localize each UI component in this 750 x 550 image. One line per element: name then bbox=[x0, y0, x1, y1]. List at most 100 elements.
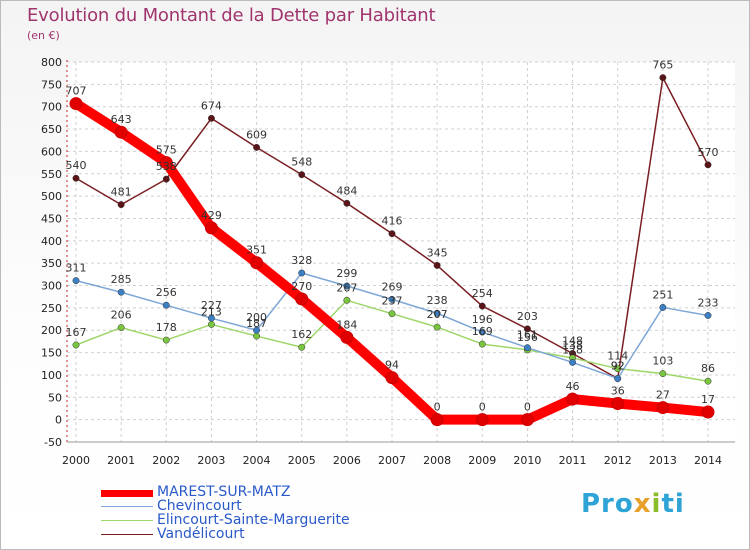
y-tick-label: 150 bbox=[41, 347, 62, 360]
data-label: 299 bbox=[336, 267, 357, 280]
series-point-0 bbox=[523, 325, 531, 333]
series-point-3 bbox=[159, 156, 173, 170]
plot-area bbox=[67, 62, 735, 442]
series-point-2 bbox=[569, 358, 577, 366]
data-label: 285 bbox=[111, 273, 132, 286]
data-label: 254 bbox=[472, 287, 493, 300]
data-label: 27 bbox=[656, 389, 670, 402]
data-label: 237 bbox=[382, 295, 403, 308]
series-point-3 bbox=[566, 392, 580, 406]
data-label: 213 bbox=[201, 305, 222, 318]
series-point-0 bbox=[704, 161, 712, 169]
series-point-2 bbox=[478, 328, 486, 336]
data-label: 0 bbox=[479, 401, 486, 414]
series-point-1 bbox=[388, 310, 396, 318]
legend-label-chevincourt: Chevincourt bbox=[157, 498, 242, 514]
data-label: 643 bbox=[111, 113, 132, 126]
data-label: 94 bbox=[385, 359, 399, 372]
series-point-3 bbox=[295, 292, 309, 306]
data-label: 0 bbox=[434, 401, 441, 414]
series-point-1 bbox=[478, 340, 486, 348]
series-point-2 bbox=[162, 301, 170, 309]
series-point-2 bbox=[523, 344, 531, 352]
data-label: 114 bbox=[607, 350, 628, 363]
data-label: 200 bbox=[246, 311, 267, 324]
x-tick-label: 2012 bbox=[604, 454, 632, 467]
y-tick-label: 800 bbox=[41, 56, 62, 69]
x-tick-label: 2008 bbox=[423, 454, 451, 467]
x-tick-label: 2010 bbox=[513, 454, 541, 467]
data-label: 184 bbox=[336, 318, 357, 331]
series-point-2 bbox=[298, 269, 306, 277]
series-point-3 bbox=[385, 371, 399, 385]
data-label: 548 bbox=[291, 156, 312, 169]
series-point-3 bbox=[611, 397, 625, 411]
y-tick-label: 100 bbox=[41, 369, 62, 382]
data-label: 484 bbox=[336, 184, 357, 197]
series-point-0 bbox=[72, 174, 80, 182]
series-point-3 bbox=[701, 405, 715, 419]
data-label: 416 bbox=[382, 215, 403, 228]
data-label: 203 bbox=[517, 310, 538, 323]
series-point-2 bbox=[433, 309, 441, 317]
data-label: 187 bbox=[246, 317, 267, 330]
data-label: 178 bbox=[156, 321, 177, 334]
chart-unit: (en €) bbox=[27, 29, 60, 42]
y-tick-label: -50 bbox=[44, 436, 62, 449]
data-label: 227 bbox=[201, 299, 222, 312]
series-point-3 bbox=[430, 413, 444, 427]
series-point-0 bbox=[298, 171, 306, 179]
series-point-1 bbox=[343, 296, 351, 304]
series-point-2 bbox=[614, 375, 622, 382]
x-tick-label: 2011 bbox=[559, 454, 587, 467]
series-point-0 bbox=[659, 74, 667, 82]
y-tick-label: 500 bbox=[41, 190, 62, 203]
data-label: 36 bbox=[611, 385, 625, 398]
x-tick-label: 2014 bbox=[694, 454, 722, 467]
legend-label-elincourt: Elincourt-Sainte-Marguerite bbox=[157, 512, 350, 528]
series-point-1 bbox=[298, 343, 306, 351]
data-label: 609 bbox=[246, 128, 267, 141]
y-tick-label: 600 bbox=[41, 145, 62, 158]
series-point-2 bbox=[343, 282, 351, 290]
data-label: 538 bbox=[156, 160, 177, 173]
series-point-3 bbox=[114, 125, 128, 139]
series-point-2 bbox=[704, 312, 712, 319]
series-point-3 bbox=[475, 413, 489, 427]
data-label: 92 bbox=[611, 360, 625, 373]
data-label: 148 bbox=[562, 334, 583, 347]
series-point-3 bbox=[520, 413, 534, 427]
legend-swatch-marest bbox=[101, 490, 153, 497]
data-label: 46 bbox=[566, 380, 580, 393]
data-label: 269 bbox=[382, 280, 403, 293]
series-point-1 bbox=[162, 336, 170, 344]
series-point-1 bbox=[117, 324, 125, 332]
series-point-2 bbox=[117, 288, 125, 296]
legend-label-marest: MAREST-SUR-MATZ bbox=[157, 484, 291, 500]
series-point-0 bbox=[433, 261, 441, 269]
x-tick-label: 2000 bbox=[62, 454, 90, 467]
data-label: 256 bbox=[156, 286, 177, 299]
data-label: 765 bbox=[652, 59, 673, 72]
x-tick-label: 2013 bbox=[649, 454, 677, 467]
y-tick-label: 750 bbox=[41, 78, 62, 91]
series-point-3 bbox=[656, 401, 670, 415]
series-point-2 bbox=[253, 326, 261, 334]
series-point-1 bbox=[659, 370, 667, 378]
data-label: 156 bbox=[517, 331, 538, 344]
data-label: 167 bbox=[66, 326, 87, 339]
x-tick-label: 2001 bbox=[107, 454, 135, 467]
data-label: 17 bbox=[701, 393, 715, 406]
data-label: 575 bbox=[156, 144, 177, 157]
series-point-2 bbox=[388, 295, 396, 303]
series-point-0 bbox=[343, 199, 351, 207]
y-tick-label: 300 bbox=[41, 280, 62, 293]
legend-swatch-vandelicourt bbox=[101, 534, 153, 535]
x-tick-label: 2004 bbox=[243, 454, 271, 467]
data-label: 161 bbox=[517, 329, 538, 342]
series-point-1 bbox=[72, 341, 80, 349]
x-tick-label: 2009 bbox=[468, 454, 496, 467]
data-label: 138 bbox=[562, 339, 583, 352]
data-label: 311 bbox=[66, 262, 87, 275]
series-point-1 bbox=[433, 323, 441, 331]
